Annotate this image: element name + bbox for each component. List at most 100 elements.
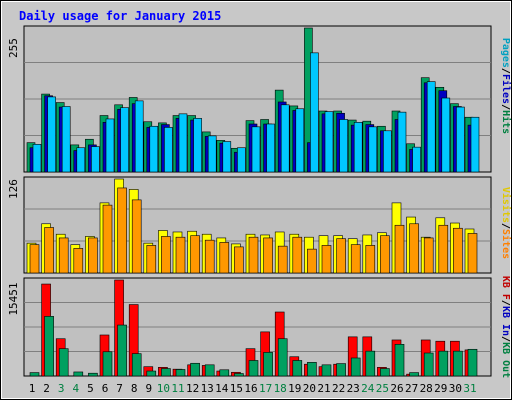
bar-kb-out-day-14 <box>219 369 230 377</box>
bar-kb-out-day-24 <box>365 350 376 377</box>
chart-title: Daily usage for January 2015 <box>19 9 221 23</box>
legend-separator: / <box>500 300 511 306</box>
legend-item-visits: Visits <box>500 187 512 223</box>
x-tick-label: 29 <box>434 382 447 395</box>
x-tick-label: 6 <box>102 382 109 395</box>
x-tick-label: 18 <box>274 382 287 395</box>
bar-sites-day-19 <box>292 236 303 274</box>
bar-kb-out-day-3 <box>58 348 69 377</box>
bar-sites-day-4 <box>73 248 84 274</box>
bar-sites-day-3 <box>58 237 69 274</box>
legend-item-kb-out: KB Out <box>500 342 511 378</box>
bar-pages-day-23 <box>353 122 363 173</box>
x-tick-label: 5 <box>87 382 94 395</box>
bar-pages-day-21 <box>324 111 334 173</box>
bar-kb-out-day-27 <box>409 372 419 377</box>
bar-kb-out-day-21 <box>321 364 332 377</box>
bar-pages-day-18 <box>280 104 290 173</box>
bar-sites-day-24 <box>365 245 376 274</box>
bar-kb-out-day-31 <box>467 348 478 377</box>
y-max-label-visits: 126 <box>7 179 20 199</box>
x-tick-label: 8 <box>131 382 138 395</box>
bar-pages-day-6 <box>105 118 115 173</box>
bar-kb-out-day-1 <box>29 372 40 377</box>
bar-kb-out-day-6 <box>102 351 113 377</box>
bar-kb-out-day-23 <box>350 357 361 377</box>
legend-text: Pages/Files/Hits <box>500 38 512 134</box>
legend-item-pages: Pages <box>500 38 511 68</box>
bar-kb-out-day-26 <box>394 344 405 377</box>
x-tick-label: 22 <box>332 382 345 395</box>
bar-sites-day-27 <box>409 223 419 274</box>
legend-item-kb-f: KB F <box>500 276 511 300</box>
bar-sites-day-5 <box>88 237 98 274</box>
bar-sites-day-14 <box>219 242 230 274</box>
bar-pages-day-19 <box>295 108 305 173</box>
x-tick-label: 20 <box>303 382 316 395</box>
bar-kb-out-day-4 <box>73 371 84 377</box>
y-max-label-kbytes: 15451 <box>7 282 20 315</box>
x-tick-label: 1 <box>29 382 36 395</box>
bar-sites-day-2 <box>44 227 54 274</box>
x-tick-label: 17 <box>259 382 272 395</box>
bar-pages-day-3 <box>61 106 71 173</box>
legend-separator: / <box>500 336 511 342</box>
bar-kb-out-day-29 <box>438 350 449 377</box>
x-tick-label: 3 <box>58 382 65 395</box>
bar-sites-day-28 <box>423 237 434 274</box>
bar-sites-day-16 <box>248 236 259 274</box>
bar-pages-day-26 <box>397 111 407 173</box>
x-tick-label: 25 <box>376 382 389 395</box>
bar-pages-day-13 <box>207 135 217 173</box>
bar-sites-day-11 <box>175 236 186 274</box>
bar-kb-out-day-18 <box>277 338 288 377</box>
bar-kb-out-day-19 <box>292 360 303 377</box>
bar-kb-out-day-22 <box>336 363 346 377</box>
kbytes-panel <box>23 277 492 377</box>
visits-sites-panel <box>23 176 492 274</box>
bar-sites-day-26 <box>394 224 405 274</box>
legend-pages-files-hits: Pages/Files/Hits <box>500 38 512 134</box>
bar-pages-day-24 <box>368 126 378 173</box>
bar-sites-day-15 <box>234 246 244 274</box>
bar-pages-day-2 <box>47 96 56 173</box>
legend-item-files: Files <box>500 74 512 104</box>
bar-pages-day-17 <box>266 123 275 173</box>
x-tick-label: 12 <box>186 382 199 395</box>
bar-kb-out-day-5 <box>88 372 98 377</box>
bar-pages-day-31 <box>470 116 480 173</box>
legend-item-kb-in: KB In <box>500 306 511 336</box>
legend-separator: / <box>500 68 511 74</box>
bar-pages-day-8 <box>134 100 144 173</box>
bar-sites-day-23 <box>350 244 361 274</box>
bar-pages-day-30 <box>456 106 465 173</box>
x-tick-label: 10 <box>157 382 170 395</box>
legend-visits-sites: Visits/Sites <box>500 187 512 259</box>
x-tick-label: 2 <box>43 382 50 395</box>
bar-kb-out-day-12 <box>190 362 200 377</box>
bar-kb-out-day-10 <box>161 368 171 377</box>
bar-kb-out-day-7 <box>117 324 127 377</box>
bar-kb-out-day-30 <box>453 350 463 377</box>
bar-pages-day-15 <box>237 147 246 173</box>
bar-pages-day-16 <box>251 126 261 173</box>
legend-kbytes: KB F/KB In/KB Out <box>500 276 511 378</box>
legend-text: KB F/KB In/KB Out <box>500 276 511 378</box>
bar-kb-out-day-20 <box>307 362 317 377</box>
bar-kb-out-day-13 <box>204 364 215 377</box>
x-tick-label: 24 <box>361 382 375 395</box>
x-tick-label: 16 <box>244 382 257 395</box>
y-max-label-pages: 255 <box>7 38 20 58</box>
x-tick-label: 13 <box>201 382 214 395</box>
bar-kb-out-day-8 <box>131 353 142 377</box>
bar-sites-day-31 <box>467 233 478 274</box>
bar-pages-day-9 <box>149 125 159 173</box>
bar-pages-day-22 <box>339 119 348 173</box>
bar-pages-day-25 <box>383 130 392 173</box>
legend-item-sites: Sites <box>500 229 512 259</box>
bar-sites-day-21 <box>321 245 332 274</box>
bar-kb-out-day-2 <box>44 316 54 377</box>
legend-separator: / <box>500 104 511 110</box>
